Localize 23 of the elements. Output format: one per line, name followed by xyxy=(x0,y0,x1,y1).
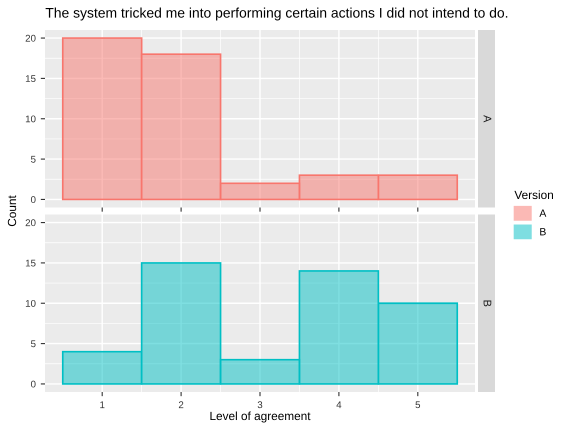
y-tick-label: 0 xyxy=(30,196,36,204)
y-axis-title: Count xyxy=(8,195,16,226)
y-tick-label: 15 xyxy=(26,75,36,82)
legend-title: Version xyxy=(514,190,553,200)
x-tick-label: 4 xyxy=(336,401,342,408)
y-tick-label: 0 xyxy=(30,380,36,388)
x-tick-label: 5 xyxy=(415,401,420,408)
y-tick-label: 20 xyxy=(26,34,36,42)
y-tick-label: 15 xyxy=(26,260,36,267)
text: B xyxy=(484,300,492,306)
y-tick-label: 5 xyxy=(30,156,36,163)
x-tick-label: 2 xyxy=(178,401,184,408)
legend-label: A xyxy=(539,210,546,217)
x-axis-title: Level of agreement xyxy=(210,411,310,422)
chart-title: The system tricked me into performing certain actions I did not intend to do. xyxy=(46,8,508,20)
x-tick-label: 1 xyxy=(100,401,104,408)
y-tick-label: 5 xyxy=(30,340,36,348)
legend-label: B xyxy=(540,228,546,236)
text: A xyxy=(484,115,492,122)
y-tick-label: 10 xyxy=(26,115,36,122)
y-tick-label: 20 xyxy=(26,219,36,226)
x-tick-label: 3 xyxy=(258,401,262,408)
y-tick-label: 10 xyxy=(26,300,36,307)
